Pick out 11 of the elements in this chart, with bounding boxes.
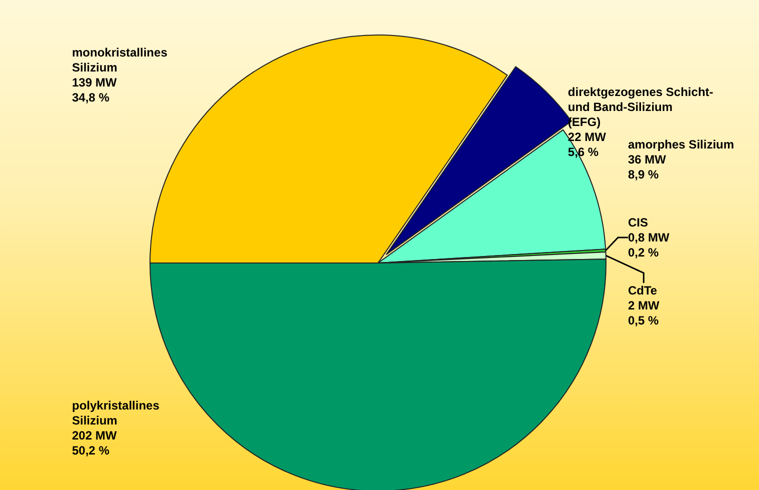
data-label: 36 MW 8,9 % xyxy=(628,152,667,182)
data-label: 202 MW 50,2 % xyxy=(72,428,118,458)
slice-label: amorphes Silizium xyxy=(628,138,734,152)
slice-label: CdTe xyxy=(628,284,658,298)
data-label: 139 MW 34,8 % xyxy=(72,76,118,104)
data-label: 0,8 MW 0,2 % xyxy=(628,230,670,260)
slice-label: CIS xyxy=(628,216,648,230)
data-label: 2 MW 0,5 % xyxy=(628,298,660,328)
slice-label: direktgezogenes Schicht- und Band-Silizium (EFG) xyxy=(568,84,714,129)
slice-label: monokristallines Silizium xyxy=(72,46,168,74)
slice-label: polykristallines Silizium xyxy=(72,398,160,428)
